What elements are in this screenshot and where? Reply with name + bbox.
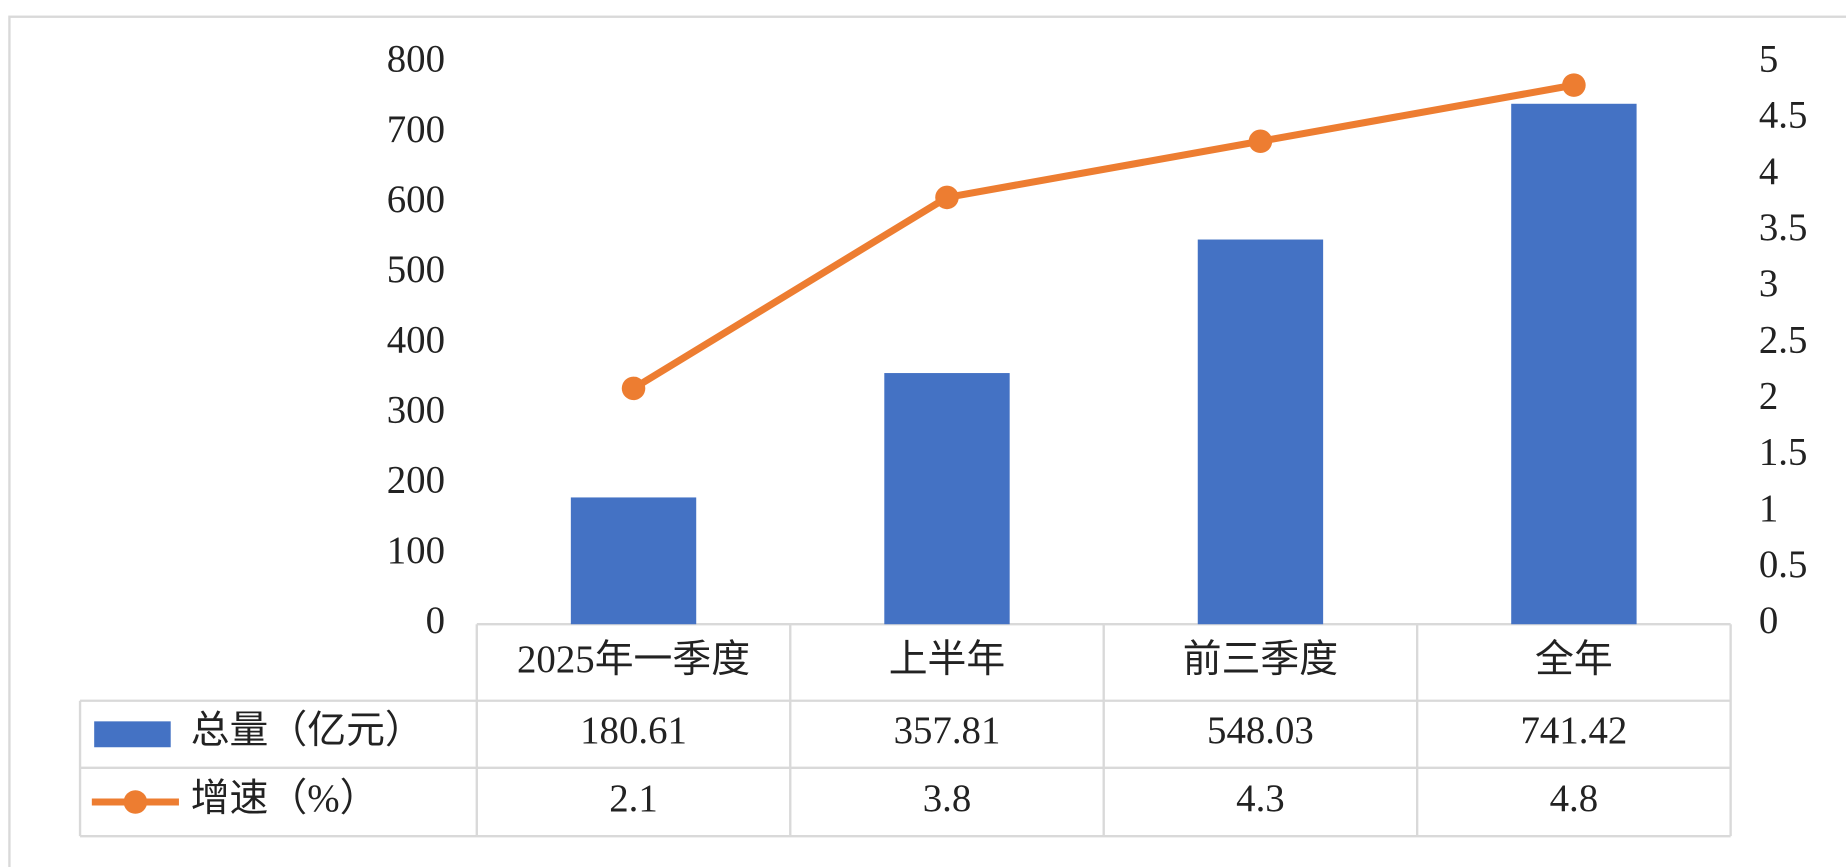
y-tick-label: 600	[387, 178, 445, 221]
table-value: 2.1	[609, 777, 658, 820]
y2-tick-label: 2	[1759, 375, 1778, 418]
line-marker	[621, 376, 646, 401]
y-tick-label: 700	[387, 108, 445, 151]
y2-tick-label: 1.5	[1759, 431, 1808, 474]
y2-tick-label: 3.5	[1759, 206, 1808, 249]
bar	[884, 373, 1010, 625]
y-tick-label: 500	[387, 248, 445, 291]
table-value: 3.8	[923, 777, 972, 820]
y2-tick-label: 0	[1759, 599, 1778, 642]
y-tick-label: 0	[426, 599, 445, 642]
y-tick-label: 100	[387, 529, 445, 572]
bar	[1511, 103, 1637, 625]
y2-tick-label: 3	[1759, 262, 1778, 305]
y-tick-label: 200	[387, 459, 445, 502]
table-value: 4.8	[1550, 777, 1599, 820]
x-tick-label: 2025年一季度	[517, 638, 750, 681]
table-value: 741.42	[1520, 709, 1627, 752]
y2-tick-label: 2.5	[1759, 318, 1808, 361]
legend-swatch	[94, 721, 171, 748]
line-marker	[935, 185, 959, 210]
chart-frame	[8, 15, 1846, 867]
table-value: 180.61	[580, 709, 687, 752]
line	[631, 81, 1575, 392]
y2-tick-label: 5	[1759, 38, 1778, 81]
line-marker	[1248, 129, 1273, 154]
table-value: 4.3	[1236, 777, 1285, 820]
x-tick-label: 前三季度	[1183, 638, 1338, 681]
y2-tick-label: 4	[1759, 150, 1778, 193]
bar	[570, 497, 697, 625]
y2-tick-label: 4.5	[1759, 94, 1808, 137]
legend-label: 增速（%）	[191, 777, 379, 820]
x-tick-label: 上半年	[889, 638, 1006, 681]
table-value: 548.03	[1207, 709, 1314, 752]
y2-tick-label: 1	[1759, 487, 1778, 530]
legend-marker	[123, 790, 148, 814]
y-tick-label: 800	[387, 38, 445, 81]
x-tick-label: 全年	[1535, 638, 1613, 681]
y-tick-label: 300	[387, 389, 445, 432]
y-tick-label: 400	[387, 318, 445, 361]
table-value: 357.81	[894, 709, 1001, 752]
legend-label: 总量（亿元）	[191, 709, 424, 752]
bar	[1197, 239, 1324, 625]
y2-tick-label: 0.5	[1759, 543, 1808, 586]
line-marker	[1562, 73, 1586, 97]
